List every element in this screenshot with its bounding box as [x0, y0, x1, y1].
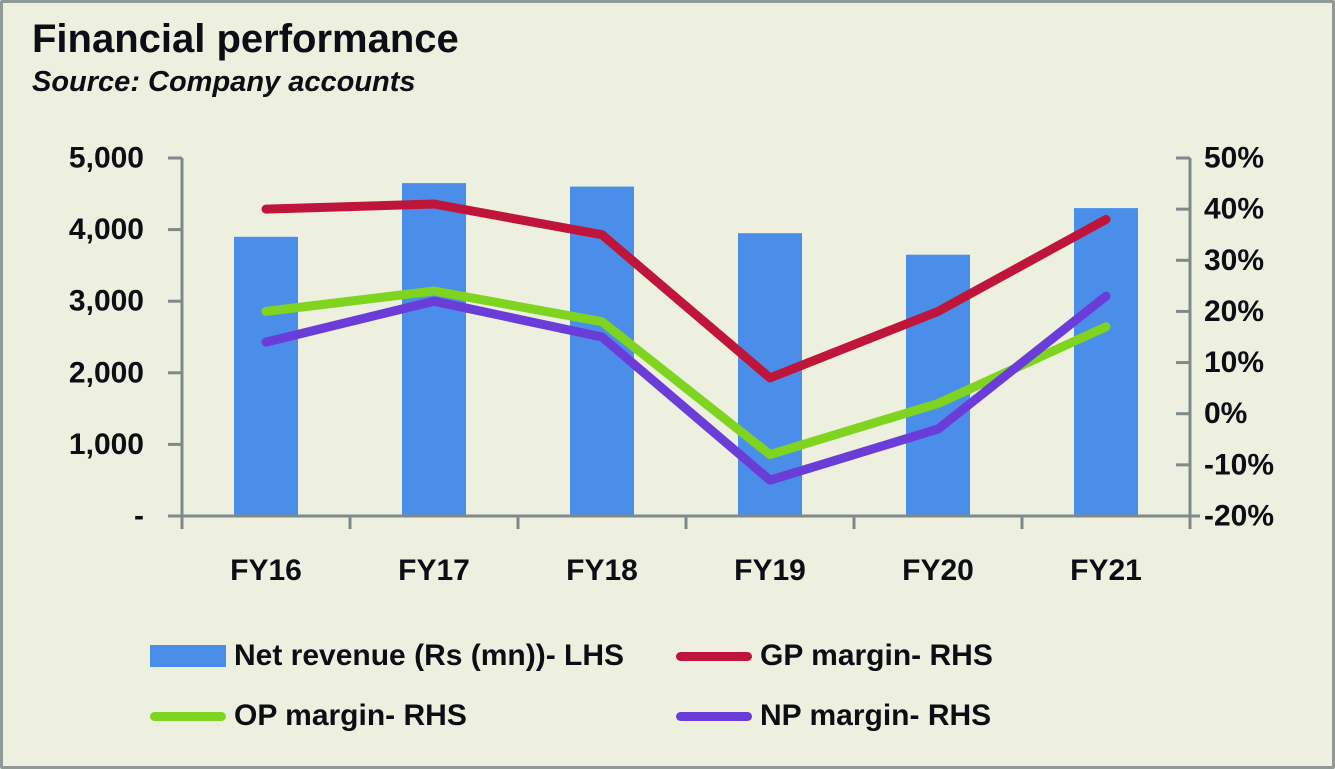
- x-axis-label-FY18: FY18: [566, 554, 638, 587]
- left-axis-tick-label: 5,000: [69, 142, 144, 175]
- net-revenue-swatch: [150, 645, 226, 667]
- right-axis-tick-label: 50%: [1204, 142, 1264, 175]
- right-axis-tick-label: -10%: [1204, 448, 1274, 481]
- gp-margin-swatch: [676, 651, 752, 661]
- x-axis-label-FY21: FY21: [1070, 554, 1142, 587]
- chart-title: Financial performance: [32, 17, 459, 61]
- left-axis-tick-label: 3,000: [69, 285, 144, 318]
- right-axis-tick-label: 20%: [1204, 295, 1264, 328]
- right-axis-tick-label: -20%: [1204, 500, 1274, 533]
- right-axis-tick-label: 30%: [1204, 244, 1264, 277]
- op-margin-line: [261, 286, 1111, 460]
- legend-item-op-margin: OP margin- RHS: [150, 699, 467, 732]
- np-margin-swatch: [676, 711, 752, 721]
- legend-item-net-revenue: Net revenue (Rs (mn))- LHS: [150, 639, 625, 672]
- np-margin-line: [261, 291, 1111, 485]
- left-axis-tick-label: 1,000: [69, 428, 144, 461]
- right-axis-tick-label: 10%: [1204, 346, 1264, 379]
- bar-FY20: [906, 254, 970, 516]
- x-axis-label-FY20: FY20: [902, 554, 974, 587]
- legend-item-gp-margin: GP margin- RHS: [676, 639, 993, 672]
- legend-label-np-margin: NP margin- RHS: [760, 699, 992, 732]
- legend-label-net-revenue: Net revenue (Rs (mn))- LHS: [234, 639, 625, 672]
- bar-FY16: [234, 236, 298, 517]
- left-axis-tick-label: 2,000: [69, 356, 144, 389]
- bar-FY21: [1074, 208, 1138, 516]
- legend-label-gp-margin: GP margin- RHS: [760, 639, 993, 672]
- right-axis-tick-label: 0%: [1204, 397, 1247, 430]
- x-axis-label-FY19: FY19: [734, 554, 806, 587]
- gp-margin-line: [261, 199, 1111, 383]
- left-axis-tick-label: 4,000: [69, 213, 144, 246]
- left-axis-tick-label: -: [134, 500, 144, 533]
- chart-subtitle: Source: Company accounts: [32, 66, 416, 98]
- legend-label-op-margin: OP margin- RHS: [234, 699, 467, 732]
- x-axis-label-FY16: FY16: [230, 554, 302, 587]
- x-axis-label-FY17: FY17: [398, 554, 470, 587]
- legend-item-np-margin: NP margin- RHS: [676, 699, 992, 732]
- op-margin-swatch: [150, 711, 226, 721]
- bar-FY17: [402, 183, 466, 516]
- right-axis-tick-label: 40%: [1204, 193, 1264, 226]
